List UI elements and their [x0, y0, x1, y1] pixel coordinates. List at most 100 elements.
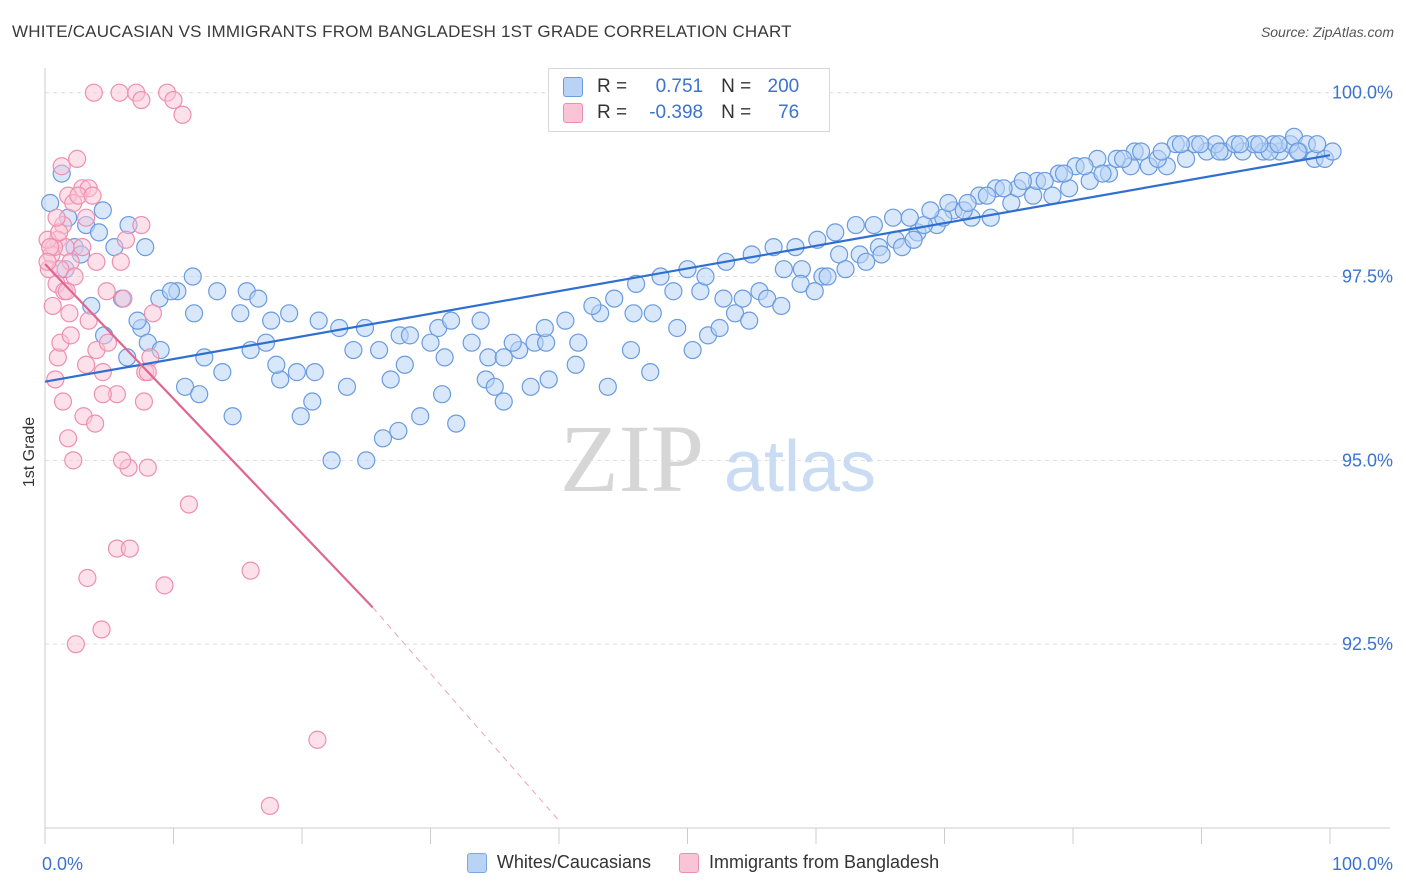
point-bangladesh: [87, 252, 106, 271]
legend-item-whites: Whites/Caucasians: [466, 852, 651, 873]
point-bangladesh: [60, 304, 79, 323]
point-whites: [900, 208, 919, 227]
point-bangladesh: [112, 451, 132, 470]
watermark: ZIP atlas: [560, 405, 876, 512]
point-whites: [1035, 171, 1054, 191]
point-whites: [521, 377, 540, 396]
point-whites: [305, 363, 324, 382]
point-bangladesh: [43, 296, 62, 316]
point-whites: [624, 304, 643, 323]
point-whites: [161, 282, 181, 301]
point-bangladesh: [138, 458, 157, 477]
point-whites: [400, 326, 420, 345]
point-bangladesh: [308, 730, 327, 749]
bottom-legend: Whites/Caucasians Immigrants from Bangla…: [0, 852, 1406, 873]
point-whites: [643, 304, 662, 323]
point-whites: [864, 215, 883, 235]
point-whites: [175, 377, 195, 396]
point-whites: [190, 385, 209, 404]
point-whites: [725, 304, 745, 323]
point-whites: [136, 238, 155, 257]
point-bangladesh: [179, 495, 199, 514]
legend-item-bangladesh: Immigrants from Bangladesh: [678, 852, 939, 873]
point-whites: [569, 333, 588, 352]
point-whites: [223, 407, 242, 426]
point-bangladesh: [48, 348, 67, 367]
point-bangladesh: [86, 414, 105, 433]
point-whites: [758, 289, 777, 308]
point-whites: [303, 392, 322, 411]
stats-r-value: -0.398: [649, 102, 704, 123]
point-whites: [939, 193, 958, 213]
point-whites: [213, 363, 232, 382]
stats-row-pink: R = -0.398 N = 76: [563, 101, 799, 125]
point-whites: [535, 318, 554, 338]
point-whites: [786, 238, 805, 257]
point-whites: [280, 304, 299, 323]
point-whites: [1093, 164, 1112, 183]
legend-swatch-pink: [678, 852, 699, 873]
point-bangladesh: [52, 157, 71, 176]
point-whites: [981, 208, 1000, 227]
point-whites: [357, 451, 376, 470]
point-whites: [355, 318, 375, 338]
point-whites: [373, 429, 393, 448]
point-whites: [714, 289, 733, 308]
point-whites: [818, 267, 837, 286]
point-whites: [566, 355, 585, 374]
x-tick-label: 100.0%: [1332, 854, 1393, 874]
point-whites: [267, 355, 286, 374]
point-whites: [774, 260, 793, 279]
point-whites: [395, 355, 414, 374]
point-whites: [1013, 171, 1032, 191]
point-bangladesh: [132, 215, 151, 235]
point-whites: [1191, 135, 1210, 154]
point-bangladesh: [98, 333, 118, 352]
point-whites: [904, 230, 923, 249]
y-tick-label: 92.5%: [1342, 634, 1393, 654]
stats-r-label: R =: [597, 102, 628, 123]
chart-title: WHITE/CAUCASIAN VS IMMIGRANTS FROM BANGL…: [12, 22, 792, 41]
point-whites: [389, 421, 408, 441]
point-whites: [883, 208, 903, 227]
point-whites: [668, 318, 687, 338]
point-whites: [421, 333, 440, 352]
point-whites: [128, 311, 147, 330]
point-whites: [740, 311, 759, 330]
x-tick-label: 0.0%: [42, 854, 83, 874]
point-whites: [958, 193, 977, 213]
gridlines: [45, 92, 1390, 645]
point-bangladesh: [77, 355, 96, 374]
point-bangladesh: [116, 230, 136, 249]
point-whites: [1075, 157, 1094, 176]
point-whites: [805, 282, 824, 301]
point-bangladesh: [78, 568, 97, 588]
point-bangladesh: [66, 635, 85, 654]
point-bangladesh: [132, 90, 151, 110]
point-bangladesh: [134, 392, 154, 411]
point-bangladesh: [77, 208, 96, 227]
point-whites: [337, 377, 357, 396]
point-whites: [1250, 135, 1269, 154]
point-whites: [583, 296, 602, 316]
point-whites: [479, 348, 498, 367]
point-bangladesh: [97, 282, 116, 301]
point-whites: [471, 311, 490, 330]
point-whites: [287, 363, 306, 382]
point-bangladesh: [120, 539, 139, 558]
point-whites: [494, 392, 513, 411]
point-whites: [494, 348, 513, 367]
point-whites: [89, 223, 109, 242]
point-bangladesh: [92, 620, 111, 639]
point-whites: [262, 311, 281, 330]
stats-n-label: N =: [721, 76, 752, 97]
point-whites: [664, 282, 683, 301]
point-whites: [556, 311, 575, 330]
point-bangladesh: [84, 83, 103, 102]
y-axis-label: 1st Grade: [21, 417, 38, 487]
point-whites: [626, 274, 646, 293]
trend-lines: [44, 154, 1331, 821]
point-whites: [977, 186, 997, 205]
point-bangladesh: [57, 282, 76, 301]
watermark-zip: ZIP: [560, 405, 704, 512]
